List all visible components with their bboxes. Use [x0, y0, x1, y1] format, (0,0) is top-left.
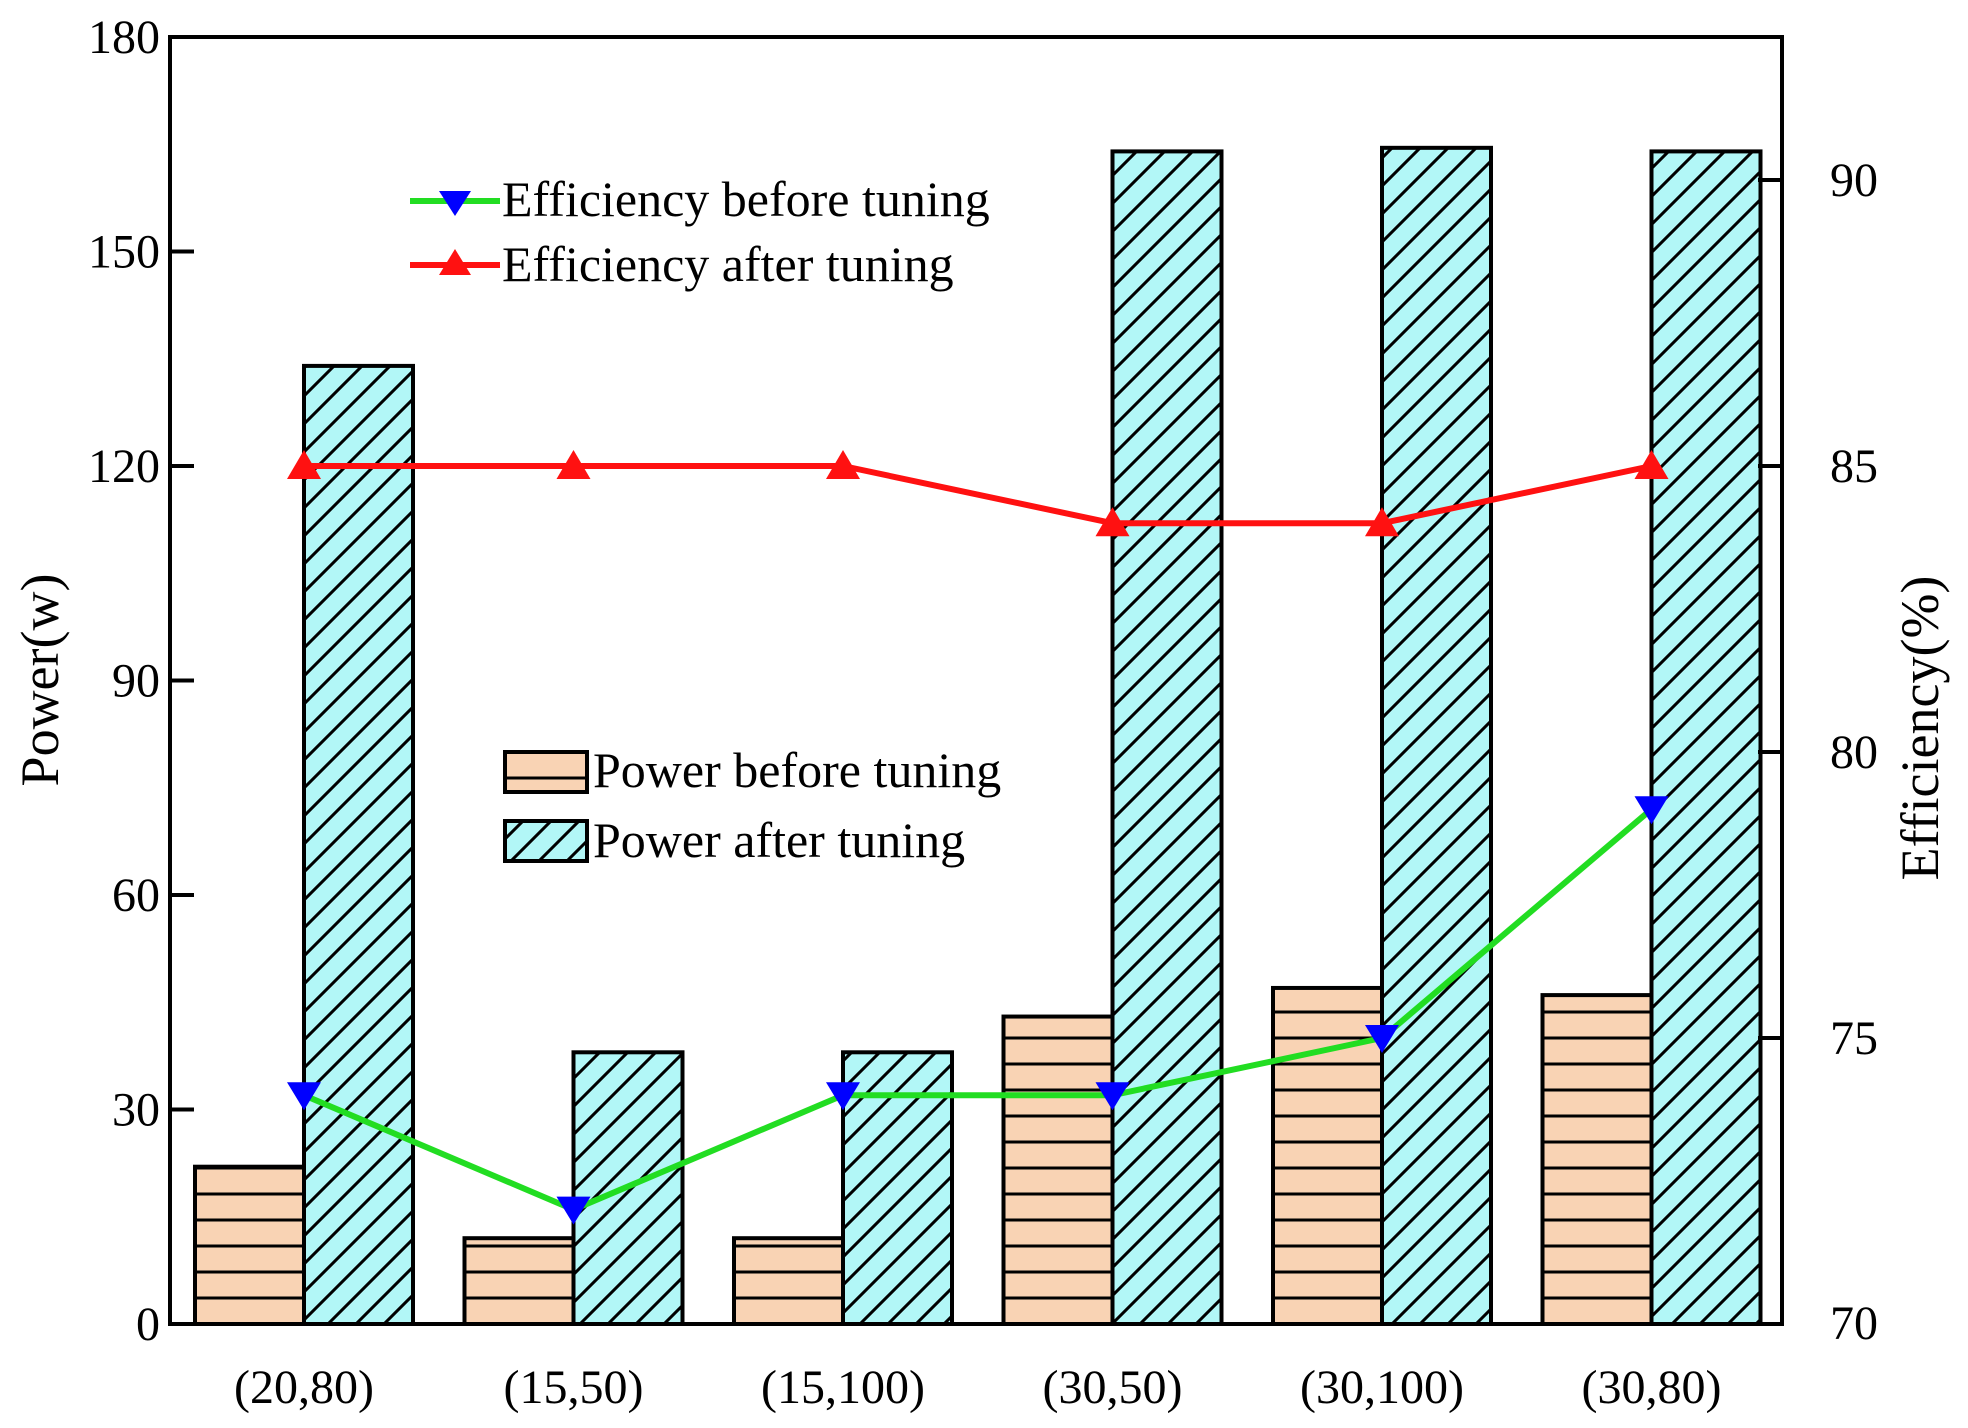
marker-efficiency-after — [1095, 507, 1130, 537]
x-tick-label: (15,100) — [761, 1361, 925, 1414]
legend-line-before-label: Efficiency before tuning — [502, 171, 990, 227]
legend-bar-after-label: Power after tuning — [593, 812, 965, 868]
bar-power-before — [1271, 985, 1384, 1326]
marker-efficiency-after — [826, 450, 860, 479]
x-tick-label: (20,80) — [234, 1361, 374, 1414]
y2-tick-label: 80 — [1830, 726, 1878, 779]
marker-efficiency-before — [1095, 1082, 1130, 1111]
marker-efficiency-before — [556, 1196, 591, 1225]
x-tick-label: (15,50) — [504, 1361, 644, 1414]
marker-efficiency-after — [287, 450, 321, 479]
marker-efficiency-before — [826, 1082, 860, 1111]
bar-power-before — [1001, 1014, 1115, 1326]
legend-bar-after-swatch — [503, 819, 589, 863]
y-tick-label: 150 — [88, 226, 160, 279]
y-tick-label: 0 — [136, 1298, 160, 1351]
lines-layer — [287, 450, 1669, 1225]
y-axis-title: Power(w) — [10, 574, 70, 787]
bar-power-after — [1110, 149, 1224, 1326]
legend-line-after-label: Efficiency after tuning — [502, 236, 954, 292]
x-tick-label: (30,50) — [1043, 1361, 1183, 1414]
marker-efficiency-after — [556, 450, 591, 479]
bar-power-after — [1380, 145, 1493, 1327]
x-tick-label: (30,100) — [1300, 1361, 1464, 1414]
marker-efficiency-before — [1365, 1025, 1399, 1053]
y-tick-label: 120 — [88, 440, 160, 493]
y2-tick-label: 90 — [1830, 154, 1878, 207]
y-tick-label: 60 — [112, 869, 160, 922]
y-tick-label: 30 — [112, 1084, 160, 1137]
y2-tick-label: 85 — [1830, 440, 1878, 493]
marker-efficiency-after — [1634, 450, 1669, 479]
marker-efficiency-after — [1365, 507, 1399, 537]
bar-power-before — [193, 1164, 306, 1326]
bar-power-before — [1540, 993, 1654, 1326]
legend-lines: Efficiency before tuning Efficiency afte… — [410, 171, 990, 292]
legend-bars: Power before tuning Power after tuning — [503, 742, 1001, 868]
legend-bar-before-label: Power before tuning — [593, 742, 1001, 798]
axes-layer: (20,80) (15,50) (15,100) (30,50) (30,100) (30… — [88, 11, 1878, 1414]
marker-efficiency-before — [287, 1082, 321, 1111]
bar-power-before — [462, 1236, 576, 1326]
line-efficiency-after — [304, 463, 1653, 527]
y-tick-label: 90 — [112, 655, 160, 708]
y2-tick-label: 75 — [1830, 1012, 1878, 1065]
legend-bar-before-swatch — [503, 750, 589, 794]
legend-line-after-marker — [439, 249, 471, 275]
line-efficiency-before — [302, 806, 1654, 1213]
y-tick-label: 180 — [88, 11, 160, 64]
y2-axis-title: Efficiency(%) — [1890, 576, 1950, 881]
bar-power-after — [302, 363, 415, 1326]
marker-efficiency-before — [1634, 796, 1669, 825]
y2-tick-label: 70 — [1830, 1297, 1878, 1350]
x-tick-label: (30,80) — [1582, 1361, 1722, 1414]
legend-line-before-marker — [439, 191, 471, 216]
bar-power-after — [1649, 149, 1763, 1326]
bar-power-before — [732, 1236, 845, 1326]
